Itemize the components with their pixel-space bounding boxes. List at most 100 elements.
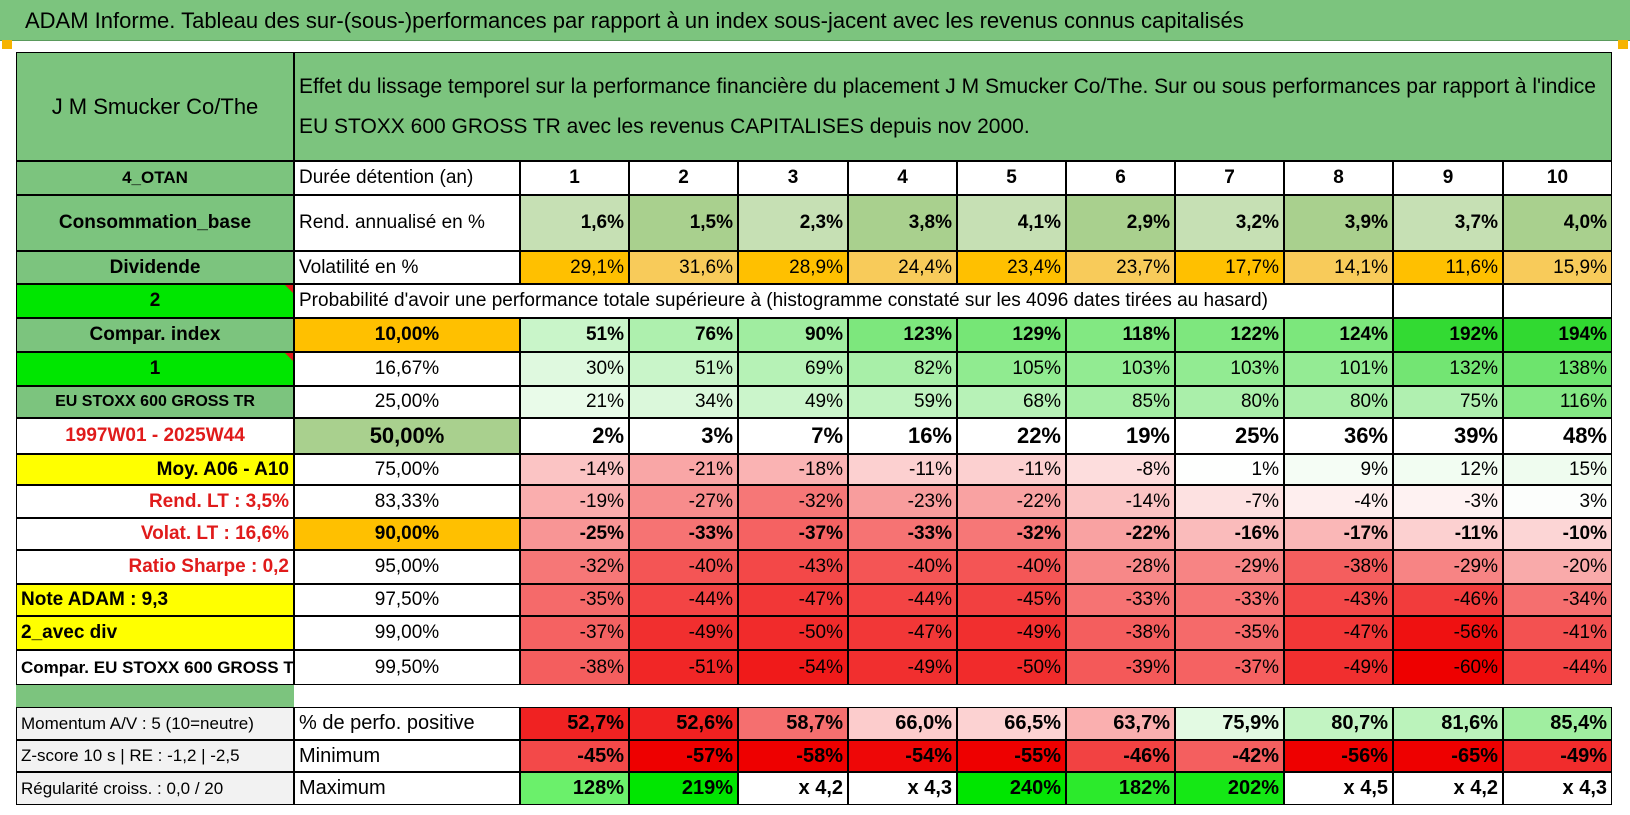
quantile-value: 132% bbox=[1393, 352, 1503, 386]
quantile-value: -14% bbox=[1066, 485, 1175, 518]
quantile-value: -32% bbox=[738, 485, 848, 518]
summary-value: 66,0% bbox=[848, 707, 957, 740]
vol-value: 23,7% bbox=[1066, 251, 1175, 284]
empty-cell bbox=[1503, 284, 1612, 318]
summary-value: 81,6% bbox=[1393, 707, 1503, 740]
quantile-value: 25% bbox=[1175, 418, 1284, 454]
rend-value: 3,2% bbox=[1175, 195, 1284, 251]
summary-value: 219% bbox=[629, 772, 738, 805]
quantile-value: -7% bbox=[1175, 485, 1284, 518]
holding-year: 10 bbox=[1503, 161, 1612, 195]
quantile-value: -43% bbox=[738, 550, 848, 584]
quantile-value: -20% bbox=[1503, 550, 1612, 584]
quantile-value: -39% bbox=[1066, 650, 1175, 685]
quantile-value: 59% bbox=[848, 386, 957, 418]
left-label: Note ADAM : 9,3 bbox=[16, 584, 294, 616]
quantile-value: -29% bbox=[1393, 550, 1503, 584]
quantile-value: 51% bbox=[629, 352, 738, 386]
quantile-value: 192% bbox=[1393, 318, 1503, 352]
rend-value: 1,6% bbox=[520, 195, 629, 251]
quantile-value: -16% bbox=[1175, 518, 1284, 550]
quantile-value: -10% bbox=[1503, 518, 1612, 550]
quantile-value: -35% bbox=[520, 584, 629, 616]
holding-year: 5 bbox=[957, 161, 1066, 195]
summary-value: -56% bbox=[1284, 740, 1393, 772]
quantile-label: 83,33% bbox=[294, 485, 520, 518]
quantile-value: -47% bbox=[848, 616, 957, 650]
quantile-value: -14% bbox=[520, 454, 629, 485]
rend-label: Rend. annualisé en % bbox=[294, 195, 520, 251]
quantile-value: 48% bbox=[1503, 418, 1612, 454]
summary-value: 128% bbox=[520, 772, 629, 805]
summary-value: -57% bbox=[629, 740, 738, 772]
holding-year: 3 bbox=[738, 161, 848, 195]
quantile-value: -38% bbox=[520, 650, 629, 685]
summary-value: x 4,2 bbox=[738, 772, 848, 805]
quantile-value: -32% bbox=[957, 518, 1066, 550]
summary-left-label: Momentum A/V : 5 (10=neutre) bbox=[16, 707, 294, 740]
quantile-value: 116% bbox=[1503, 386, 1612, 418]
holding-year: 9 bbox=[1393, 161, 1503, 195]
quantile-value: -17% bbox=[1284, 518, 1393, 550]
left-label: Volat. LT : 16,6% bbox=[16, 518, 294, 550]
vol-value: 28,9% bbox=[738, 251, 848, 284]
quantile-value: 9% bbox=[1284, 454, 1393, 485]
quantile-value: 76% bbox=[629, 318, 738, 352]
summary-value: 63,7% bbox=[1066, 707, 1175, 740]
summary-value: 58,7% bbox=[738, 707, 848, 740]
quantile-label: 97,50% bbox=[294, 584, 520, 616]
holding-year: 1 bbox=[520, 161, 629, 195]
quantile-value: 3% bbox=[629, 418, 738, 454]
quantile-value: 103% bbox=[1175, 352, 1284, 386]
quantile-value: -50% bbox=[738, 616, 848, 650]
quantile-label: 95,00% bbox=[294, 550, 520, 584]
summary-value: -49% bbox=[1503, 740, 1612, 772]
quantile-value: -41% bbox=[1503, 616, 1612, 650]
vol-value: 15,9% bbox=[1503, 251, 1612, 284]
vol-value: 23,4% bbox=[957, 251, 1066, 284]
quantile-value: -18% bbox=[738, 454, 848, 485]
quantile-value: -47% bbox=[738, 584, 848, 616]
vol-value: 17,7% bbox=[1175, 251, 1284, 284]
vol-value: 29,1% bbox=[520, 251, 629, 284]
quantile-value: 194% bbox=[1503, 318, 1612, 352]
vol-value: 11,6% bbox=[1393, 251, 1503, 284]
holding-year: 2 bbox=[629, 161, 738, 195]
quantile-value: -51% bbox=[629, 650, 738, 685]
quantile-value: 2% bbox=[520, 418, 629, 454]
quantile-label: 25,00% bbox=[294, 386, 520, 418]
left-label: Compar. EU STOXX 600 GROSS TR bbox=[16, 650, 294, 685]
quantile-value: -28% bbox=[1066, 550, 1175, 584]
quantile-value: 105% bbox=[957, 352, 1066, 386]
summary-value: -58% bbox=[738, 740, 848, 772]
table-description: Effet du lissage temporel sur la perform… bbox=[294, 52, 1612, 161]
quantile-value: -32% bbox=[520, 550, 629, 584]
quantile-value: -60% bbox=[1393, 650, 1503, 685]
separator-strip bbox=[16, 685, 294, 707]
empty-cell bbox=[1393, 284, 1503, 318]
quantile-value: -56% bbox=[1393, 616, 1503, 650]
summary-value: -65% bbox=[1393, 740, 1503, 772]
summary-value: 75,9% bbox=[1175, 707, 1284, 740]
summary-value: x 4,3 bbox=[1503, 772, 1612, 805]
left-label: Moy. A06 - A10 bbox=[16, 454, 294, 485]
vol-value: 14,1% bbox=[1284, 251, 1393, 284]
quantile-value: 22% bbox=[957, 418, 1066, 454]
summary-value: 52,7% bbox=[520, 707, 629, 740]
holding-year: 6 bbox=[1066, 161, 1175, 195]
quantile-value: 90% bbox=[738, 318, 848, 352]
quantile-value: -46% bbox=[1393, 584, 1503, 616]
quantile-value: -38% bbox=[1284, 550, 1393, 584]
report-title: ADAM Informe. Tableau des sur-(sous-)per… bbox=[25, 8, 1244, 33]
left-label: 1 bbox=[16, 352, 294, 386]
rend-value: 4,0% bbox=[1503, 195, 1612, 251]
title-bar: ADAM Informe. Tableau des sur-(sous-)per… bbox=[0, 0, 1630, 41]
rend-value: 4,1% bbox=[957, 195, 1066, 251]
holding-year: 8 bbox=[1284, 161, 1393, 195]
summary-value: -55% bbox=[957, 740, 1066, 772]
quantile-value: -33% bbox=[629, 518, 738, 550]
quantile-value: -37% bbox=[520, 616, 629, 650]
quantile-value: -3% bbox=[1393, 485, 1503, 518]
quantile-value: 51% bbox=[520, 318, 629, 352]
left-label: EU STOXX 600 GROSS TR bbox=[16, 386, 294, 418]
